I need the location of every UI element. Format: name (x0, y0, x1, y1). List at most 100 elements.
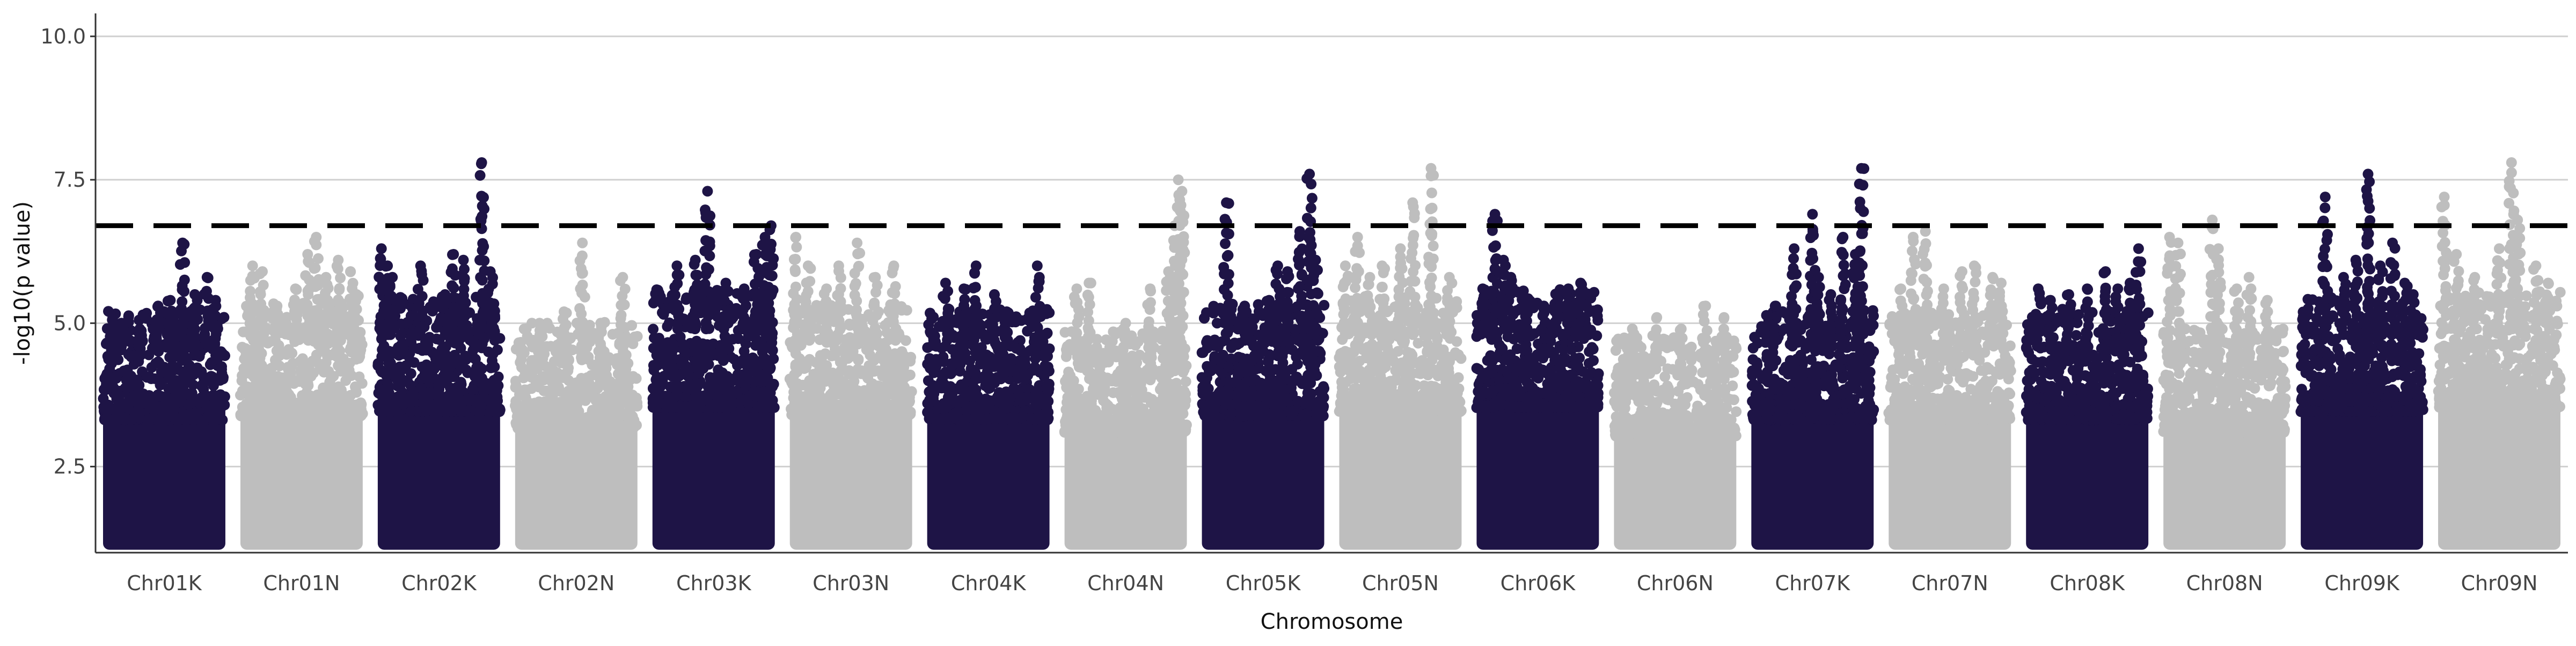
data-point (1073, 384, 1084, 394)
data-point (143, 349, 154, 360)
data-point (1006, 353, 1016, 364)
data-point (705, 341, 716, 352)
data-point (464, 395, 474, 406)
data-point (1094, 410, 1105, 421)
peak-point (1071, 283, 1082, 294)
data-point (768, 253, 779, 264)
data-point (890, 405, 901, 415)
data-point (1062, 383, 1073, 394)
data-point (396, 340, 407, 350)
data-point (790, 265, 801, 275)
data-point (792, 366, 803, 377)
data-point (958, 415, 969, 425)
data-point (821, 315, 831, 326)
peak-point (1001, 306, 1012, 317)
data-point (700, 278, 711, 289)
data-point (1063, 366, 1074, 377)
data-point (188, 318, 199, 329)
data-point (112, 386, 122, 397)
peak-point (595, 318, 606, 328)
data-point (286, 368, 296, 379)
data-point (209, 397, 220, 407)
point-cloud (653, 391, 775, 549)
data-point (580, 422, 591, 433)
data-point (1001, 400, 1012, 411)
data-point (586, 390, 596, 401)
data-point (1034, 272, 1045, 283)
data-point (791, 242, 802, 253)
data-point (793, 393, 803, 403)
peak-point (577, 238, 588, 248)
data-point (994, 362, 1005, 372)
data-point (949, 411, 960, 422)
data-point (836, 283, 846, 294)
peak-point (721, 278, 731, 289)
data-point (242, 381, 253, 392)
peak-point (1145, 283, 1155, 294)
data-point (614, 423, 625, 434)
data-point (574, 303, 585, 314)
data-point (658, 398, 669, 409)
data-point (1142, 299, 1153, 310)
point-cloud (515, 413, 638, 550)
data-point (470, 354, 481, 364)
peak-point (134, 324, 145, 334)
data-point (791, 282, 801, 292)
data-point (155, 414, 165, 425)
data-point (1008, 364, 1019, 375)
peak-point (534, 318, 545, 328)
data-point (1141, 427, 1152, 438)
data-point (680, 401, 691, 412)
data-point (516, 354, 527, 365)
data-point (577, 280, 588, 290)
data-point (896, 358, 906, 369)
data-point (340, 375, 351, 386)
peak-point (116, 318, 127, 328)
data-point (373, 358, 384, 369)
data-point (424, 332, 435, 343)
data-point (898, 371, 909, 381)
chromosome-points-Chr01N (235, 232, 368, 550)
data-point (175, 397, 186, 407)
data-point (313, 253, 324, 264)
data-point (300, 270, 311, 281)
data-point (938, 351, 948, 362)
data-point (617, 382, 628, 393)
data-point (1015, 343, 1026, 354)
data-point (1020, 359, 1030, 370)
data-point (213, 414, 223, 425)
peak-point (321, 272, 332, 283)
data-point (1022, 392, 1033, 402)
data-point (897, 346, 908, 357)
peak-point (671, 260, 682, 271)
data-point (1016, 412, 1027, 422)
data-point (475, 170, 486, 181)
data-point (604, 392, 615, 403)
data-point (680, 392, 691, 402)
data-point (446, 386, 457, 397)
data-point (405, 406, 416, 417)
data-point (126, 415, 136, 425)
data-point (937, 402, 948, 413)
data-point (696, 398, 706, 409)
data-point (965, 363, 976, 374)
data-point (320, 347, 331, 358)
data-point (1169, 408, 1180, 419)
data-point (943, 304, 954, 314)
data-point (616, 310, 627, 320)
data-point (111, 402, 122, 413)
data-point (1122, 395, 1132, 406)
data-point (899, 399, 910, 409)
data-point (691, 336, 702, 347)
data-point (926, 313, 937, 324)
data-point (608, 379, 619, 390)
data-point (462, 368, 473, 378)
peak-point (1176, 186, 1187, 196)
peak-point (1121, 318, 1131, 328)
data-point (712, 392, 723, 402)
data-point (408, 342, 419, 353)
data-point (704, 264, 714, 275)
data-point (1096, 371, 1107, 381)
data-point (764, 270, 775, 281)
